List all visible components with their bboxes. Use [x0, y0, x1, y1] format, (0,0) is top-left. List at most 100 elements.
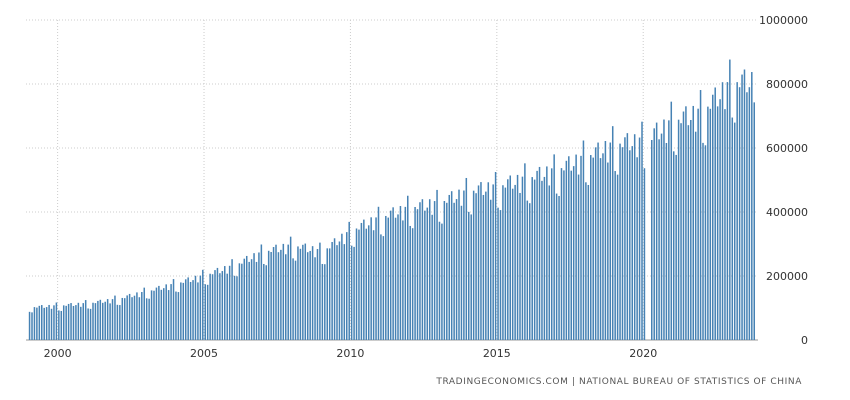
bar [265, 265, 267, 340]
bar [665, 142, 668, 340]
bar [341, 233, 343, 340]
bar [416, 209, 419, 340]
bar [514, 184, 516, 340]
bar [404, 206, 407, 340]
bar [724, 109, 726, 340]
bar [475, 193, 477, 340]
bar [402, 220, 404, 340]
bar [121, 297, 124, 340]
grid-lines [26, 19, 758, 341]
bar [399, 206, 402, 340]
bar [548, 185, 551, 340]
bar [375, 217, 377, 340]
bar [609, 142, 612, 340]
bar [224, 266, 226, 340]
bar [465, 177, 468, 340]
bar [197, 282, 199, 340]
bar [421, 199, 424, 340]
bar [419, 202, 421, 340]
bar [721, 82, 724, 341]
bar [536, 170, 538, 340]
bar [387, 217, 389, 340]
bar [280, 249, 282, 340]
bar [631, 146, 633, 340]
bar [55, 302, 58, 340]
bar [102, 302, 104, 340]
bar [136, 292, 138, 340]
bar [746, 92, 748, 340]
bar [211, 274, 214, 340]
bar [331, 242, 333, 340]
bar [128, 293, 131, 340]
bar [60, 310, 63, 340]
bar [541, 180, 543, 340]
bar [668, 120, 670, 340]
bar [470, 214, 472, 340]
bar [194, 275, 197, 340]
bar [651, 140, 653, 340]
bar [360, 222, 363, 340]
bar [480, 182, 482, 340]
bar [614, 171, 616, 340]
bar [743, 69, 746, 340]
bar [189, 281, 192, 340]
y-tick-label: 600000 [766, 142, 808, 155]
bar [33, 307, 36, 340]
bar [214, 270, 216, 340]
bar [599, 158, 602, 340]
bar [350, 245, 353, 340]
bar [570, 170, 572, 340]
y-tick-label: 400000 [766, 206, 808, 219]
bar [719, 99, 721, 340]
bar [697, 108, 699, 340]
bar [287, 244, 289, 340]
bar [507, 179, 509, 340]
bar [167, 290, 170, 340]
bar [53, 305, 55, 340]
bar [587, 184, 590, 340]
bar [233, 275, 236, 340]
bar [616, 174, 619, 340]
bar [170, 284, 172, 340]
bar [641, 121, 643, 340]
bar [670, 101, 673, 340]
bar [241, 263, 243, 340]
bar [702, 142, 704, 340]
bar [494, 172, 497, 340]
bar [733, 122, 736, 340]
bar [160, 289, 163, 340]
bar [443, 201, 446, 340]
bar [58, 310, 60, 340]
bar [594, 147, 597, 340]
bar [519, 192, 521, 340]
bar [126, 295, 128, 340]
bar [367, 225, 370, 340]
bar [660, 133, 663, 340]
bar [460, 205, 463, 340]
bar [41, 305, 43, 340]
bar [370, 217, 372, 340]
x-axis: 2000 2005 2010 2015 2020 [44, 347, 658, 360]
bar [180, 282, 182, 340]
bar [199, 275, 202, 340]
bar [319, 242, 321, 340]
bar [468, 211, 470, 340]
bar [292, 258, 294, 340]
bar [428, 199, 431, 340]
y-tick-label: 1000000 [759, 14, 808, 27]
bar [707, 106, 709, 341]
bar [446, 202, 448, 340]
bar [321, 263, 324, 340]
bar [299, 248, 302, 340]
bar [192, 280, 194, 340]
bar [709, 108, 712, 340]
bar [533, 179, 536, 340]
bar [165, 284, 167, 340]
bar [411, 228, 414, 340]
bar [258, 252, 260, 340]
bar [365, 228, 368, 340]
bar [304, 243, 307, 340]
bar [355, 228, 358, 340]
bar [289, 236, 292, 340]
bar [497, 207, 499, 340]
